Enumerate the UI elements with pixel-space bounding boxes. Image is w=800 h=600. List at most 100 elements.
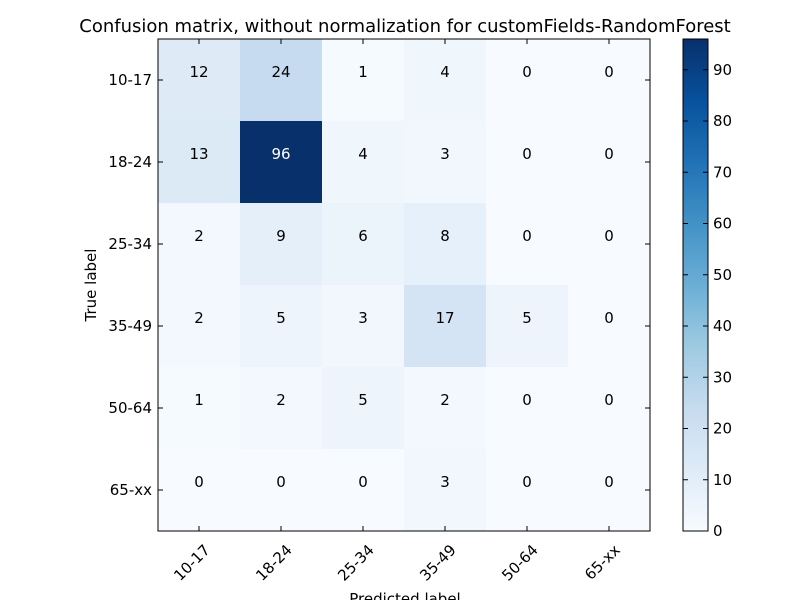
- matrix-cell: [240, 39, 322, 121]
- chart-title: Confusion matrix, without normalization …: [79, 16, 730, 37]
- cell-value-label: 2: [276, 391, 286, 409]
- colorbar-tick-label: 50: [713, 266, 732, 284]
- matrix-cell: [486, 121, 568, 203]
- cell-value-label: 3: [358, 309, 368, 327]
- cell-value-label: 5: [358, 391, 368, 409]
- matrix-cell: [158, 285, 240, 367]
- cell-value-label: 8: [440, 227, 450, 245]
- y-tick-label: 50-64: [108, 399, 152, 417]
- x-tick-label: 35-49: [416, 541, 460, 585]
- matrix-cell: [404, 203, 486, 285]
- cell-value-label: 3: [440, 473, 450, 491]
- y-tick-label: 65-xx: [110, 481, 152, 499]
- matrix-cell: [158, 367, 240, 449]
- y-tick-label: 35-49: [108, 317, 152, 335]
- y-tick-labels: 10-17 18-24 25-34 35-49 50-64 65-xx: [108, 71, 650, 499]
- matrix-cell: [322, 285, 404, 367]
- cell-value-label: 6: [358, 227, 368, 245]
- matrix-cell: [486, 203, 568, 285]
- matrix-cell: [240, 203, 322, 285]
- matrix-cell: [240, 121, 322, 203]
- x-tick-label: 65-xx: [581, 541, 624, 584]
- matrix-cell: [322, 367, 404, 449]
- matrix-cell: [404, 121, 486, 203]
- matrix-cell: [568, 285, 650, 367]
- cell-value-label: 0: [522, 473, 532, 491]
- matrix-cell: [322, 39, 404, 121]
- matrix-cell: [158, 449, 240, 531]
- y-tick-label: 25-34: [108, 235, 152, 253]
- matrix-cell: [158, 39, 240, 121]
- matrix-cell: [486, 367, 568, 449]
- cell-value-label: 0: [276, 473, 286, 491]
- matrix-cell: [240, 285, 322, 367]
- matrix-cell: [404, 449, 486, 531]
- x-tick-label: 50-64: [498, 541, 542, 585]
- cell-value-label: 12: [189, 63, 208, 81]
- colorbar-tick-label: 20: [713, 420, 732, 438]
- matrix-cell: [568, 203, 650, 285]
- cell-value-label: 0: [358, 473, 368, 491]
- cell-value-label: 0: [604, 309, 614, 327]
- colorbar-tick-label: 80: [713, 112, 732, 130]
- matrix-cell: [404, 285, 486, 367]
- matrix-cell: [404, 367, 486, 449]
- colorbar-tick-label: 70: [713, 163, 732, 181]
- matrix-cell: [404, 39, 486, 121]
- colorbar-tick-label: 90: [713, 61, 732, 79]
- cell-value-label: 1: [358, 63, 368, 81]
- colorbar: 0 10 20 30 40 50 60 70 80 90: [682, 38, 732, 540]
- matrix-cell: [158, 121, 240, 203]
- cell-value-label: 0: [522, 227, 532, 245]
- cell-value-label: 2: [194, 227, 204, 245]
- colorbar-tick-label: 10: [713, 471, 732, 489]
- x-tick-label: 25-34: [334, 541, 378, 585]
- matrix-cell: [322, 203, 404, 285]
- colorbar-tick-label: 60: [713, 215, 732, 233]
- matrix-cell: [158, 203, 240, 285]
- x-tick-label: 18-24: [252, 541, 296, 585]
- matrix-cell: [322, 449, 404, 531]
- matrix-cell: [240, 367, 322, 449]
- matrix-cell: [568, 449, 650, 531]
- y-axis-label: True label: [82, 249, 100, 323]
- cell-value-label: 5: [276, 309, 286, 327]
- x-tick-label: 10-17: [170, 541, 214, 585]
- y-tick-label: 10-17: [108, 71, 152, 89]
- x-axis-label: Predicted label: [349, 590, 460, 600]
- cell-value-label: 0: [604, 63, 614, 81]
- cell-value-label: 2: [194, 309, 204, 327]
- cell-value-label: 1: [194, 391, 204, 409]
- cell-value-label: 4: [440, 63, 450, 81]
- cell-value-label: 13: [189, 145, 208, 163]
- cell-value-label: 17: [435, 309, 454, 327]
- matrix-cell: [568, 39, 650, 121]
- cell-value-label: 9: [276, 227, 286, 245]
- matrix-cell: [568, 121, 650, 203]
- cell-value-label: 4: [358, 145, 368, 163]
- cell-value-label: 96: [271, 145, 290, 163]
- colorbar-tick-label: 30: [713, 368, 732, 386]
- matrix-frame: [157, 38, 651, 532]
- cell-value-label: 0: [604, 391, 614, 409]
- y-tick-label: 18-24: [108, 153, 152, 171]
- colorbar-gradient: [682, 38, 709, 532]
- cell-value-label: 0: [522, 63, 532, 81]
- cell-value-label: 0: [604, 145, 614, 163]
- colorbar-tick-label: 0: [713, 522, 723, 540]
- cell-value-label: 0: [604, 227, 614, 245]
- matrix-cell: [486, 39, 568, 121]
- matrix-cell: [322, 121, 404, 203]
- cell-value-label: 0: [522, 145, 532, 163]
- matrix-cell: [568, 367, 650, 449]
- cell-value-label: 24: [271, 63, 290, 81]
- cell-value-label: 0: [194, 473, 204, 491]
- cell-value-label: 2: [440, 391, 450, 409]
- cell-value-label: 0: [522, 391, 532, 409]
- matrix-cell: [486, 449, 568, 531]
- matrix-cell: [486, 285, 568, 367]
- cell-value-label: 0: [604, 473, 614, 491]
- matrix-grid: 12 24 1 4 0 013 96 4 3 0 02 9 6 8 0 02 5 3 17 5 01 2 5 2 0 00 0 0 3 0…: [157, 38, 651, 532]
- colorbar-tick-label: 40: [713, 317, 732, 335]
